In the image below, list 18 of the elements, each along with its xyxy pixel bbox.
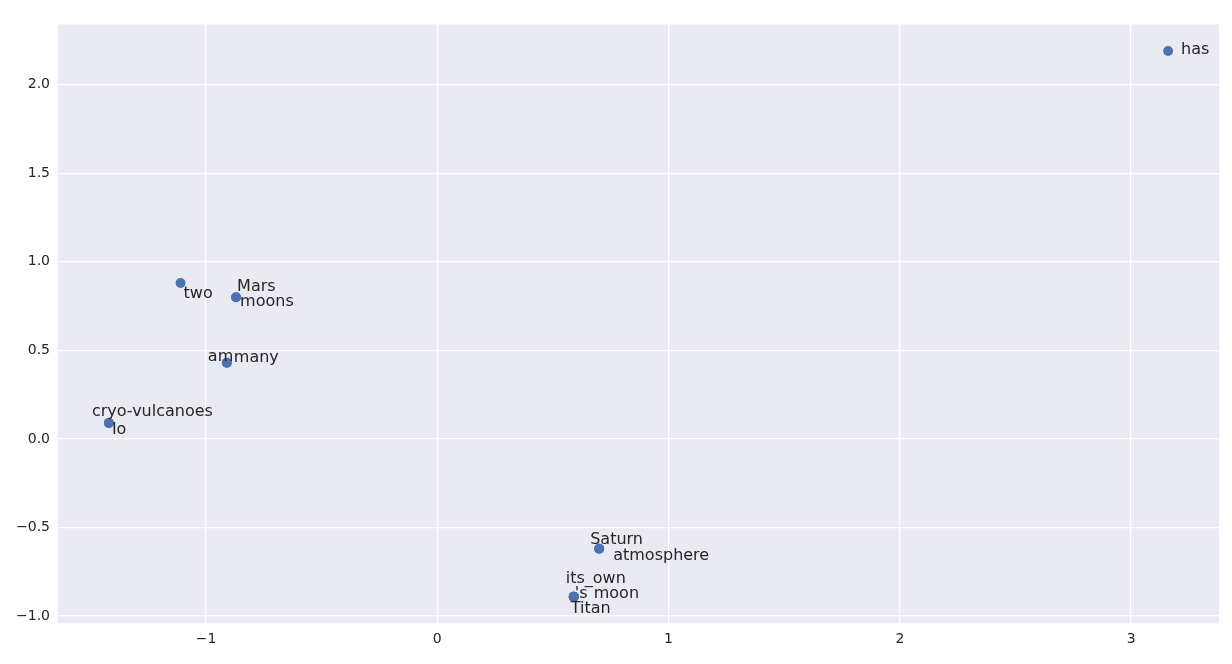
y-tick-label: 0.5 — [27, 341, 50, 358]
x-tick-label: 2 — [895, 630, 905, 647]
y-tick-label: 1.0 — [27, 252, 50, 269]
y-tick-label: 2.0 — [27, 75, 50, 92]
y-tick-label: −0.5 — [16, 518, 50, 535]
annotation: has — [1181, 39, 1210, 59]
annotation: cryo-vulcanoes — [91, 401, 213, 421]
annotation: many — [233, 346, 279, 366]
annotation: Io — [111, 419, 127, 439]
y-tick-label: −1.0 — [16, 606, 50, 623]
y-tick-label: 0.0 — [27, 429, 50, 446]
x-tick-label: 0 — [432, 630, 442, 647]
x-tick-label: 1 — [664, 630, 674, 647]
annotation: am — [207, 345, 234, 365]
y-tick-label: 1.5 — [27, 163, 50, 180]
annotation: two — [183, 283, 213, 303]
x-tick-label: −1 — [195, 630, 217, 647]
x-tick-label: 3 — [1126, 630, 1136, 647]
